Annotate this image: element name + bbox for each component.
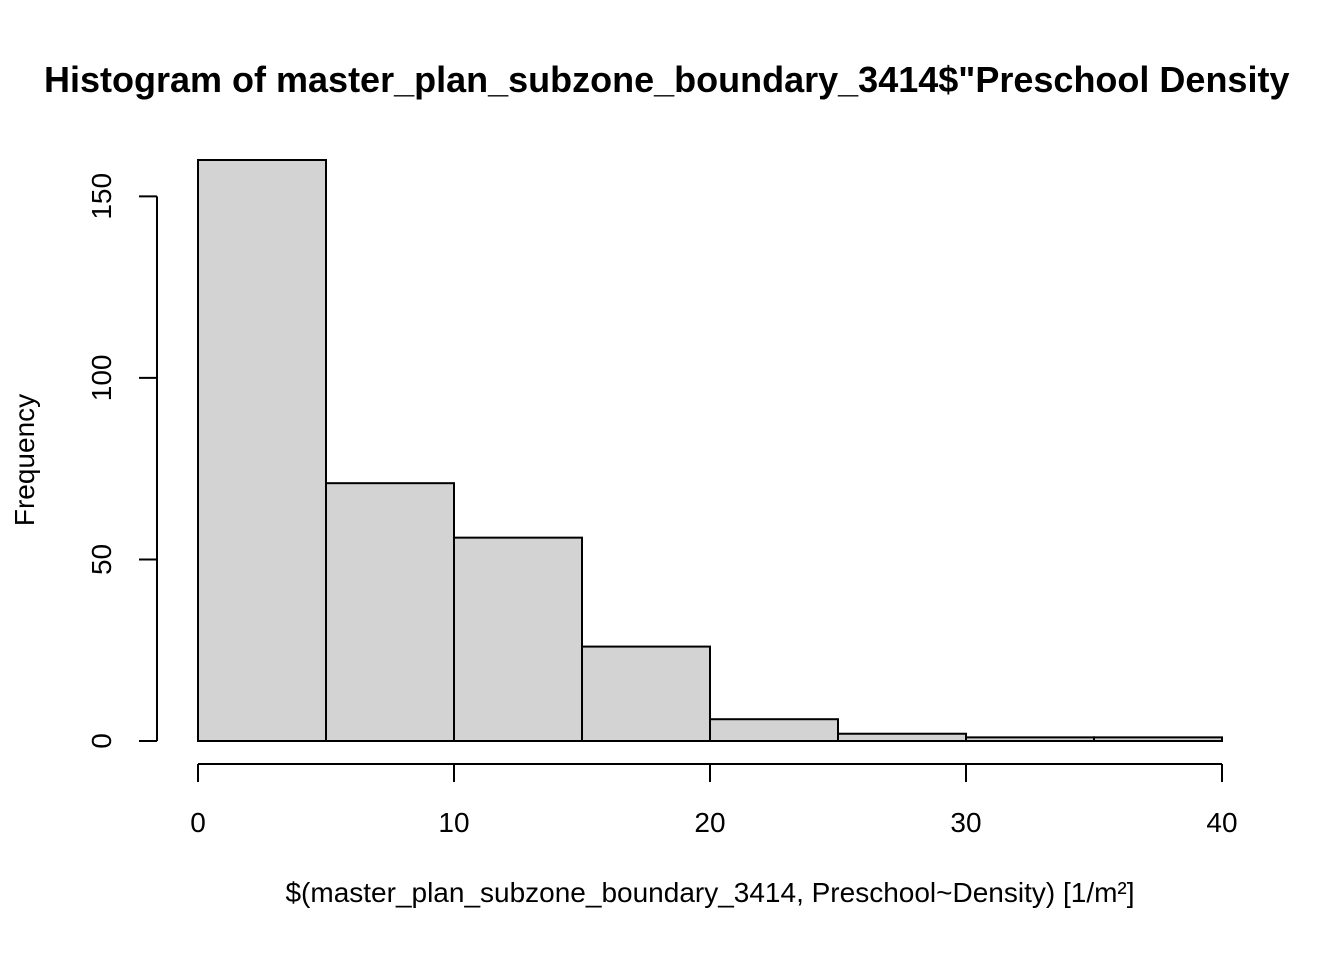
y-axis-tick-label: 50: [86, 544, 117, 575]
x-axis-tick-label: 0: [190, 807, 206, 838]
x-axis-title: $(master_plan_subzone_boundary_3414, Pre…: [285, 877, 1134, 908]
y-axis-title: Frequency: [9, 394, 40, 526]
histogram-bar: [837, 732, 967, 742]
y-axis: 0 50 100 150: [86, 173, 158, 749]
x-axis: 0 10 20 30 40: [190, 763, 1238, 838]
histogram-bar: [709, 718, 839, 743]
histogram-bar: [325, 482, 455, 742]
y-axis-tick-label: 100: [86, 355, 117, 402]
chart-title: Histogram of master_plan_subzone_boundar…: [44, 59, 1289, 100]
x-axis-tick-label: 30: [950, 807, 981, 838]
histogram-bar: [1093, 736, 1223, 743]
x-axis-tick-label: 10: [438, 807, 469, 838]
histogram-bar: [581, 645, 711, 743]
y-axis-tick-label: 0: [86, 733, 117, 749]
histogram-bar: [197, 159, 327, 742]
histogram-bars: [197, 159, 1223, 743]
x-axis-tick-label: 40: [1206, 807, 1237, 838]
histogram-bar: [965, 736, 1095, 743]
histogram-bar: [453, 536, 583, 743]
y-axis-tick-label: 150: [86, 173, 117, 220]
x-axis-tick-label: 20: [694, 807, 725, 838]
